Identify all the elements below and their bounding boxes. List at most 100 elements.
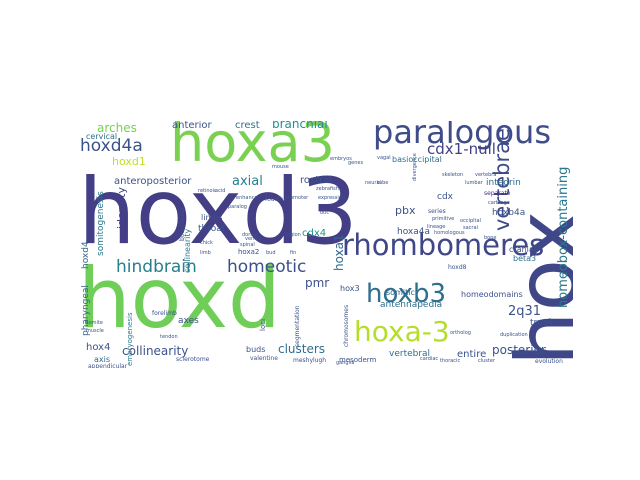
word-homeodomains: homeodomains — [461, 290, 523, 299]
word-cdx4: cdx4 — [302, 228, 327, 239]
word-bud: bud — [266, 250, 276, 256]
word-mesoderm: mesoderm — [339, 356, 377, 364]
word-acid: acid — [215, 188, 226, 194]
word-fin: fin — [290, 250, 297, 256]
word-hoxa4a: hoxa4a — [397, 227, 431, 237]
word-arches: arches — [97, 121, 137, 135]
word-primitive: primitive — [432, 216, 455, 222]
word-hoxa-3: hoxa-3 — [354, 315, 450, 348]
word-anterior: anterior — [172, 121, 212, 131]
word-antennapedia: antennapedia — [380, 300, 443, 310]
word-clusters: clusters — [278, 342, 326, 356]
word-hox4: hox4 — [86, 342, 111, 353]
word-zebrafish: zebrafish — [316, 186, 339, 192]
word-appendicular: appendicular — [88, 363, 128, 369]
word-rhombomeres: rhombomeres — [342, 228, 545, 262]
word-vagal: vagal — [377, 155, 391, 161]
word-evolution: evolution — [535, 358, 563, 365]
word-ventral: ventral — [245, 236, 263, 242]
word-pmr: pmr — [305, 276, 330, 290]
word-series: series — [428, 208, 446, 215]
word-chromosomes: chromosomes — [343, 304, 350, 347]
word-meshylugh: meshylugh — [293, 357, 327, 364]
word-limb: limb — [200, 250, 211, 256]
word-cdx: cdx — [437, 192, 453, 202]
word-cervical: cervical — [86, 132, 118, 141]
word-hoxb3: hoxb3 — [366, 279, 447, 309]
word-homeotic: homeotic — [227, 257, 307, 277]
word-chick: chick — [200, 240, 213, 246]
word-collinearity: collinearity — [122, 344, 189, 358]
word-trunk: trunk — [530, 318, 554, 328]
word-cluster: cluster — [478, 358, 496, 364]
word-throat: throat — [198, 224, 226, 234]
word-branchial: branchial — [272, 121, 328, 131]
word-homologous: homologous — [434, 230, 465, 236]
word-valentine: valentine — [250, 355, 278, 362]
word-cranial: cranial — [509, 245, 537, 254]
word-sacral: sacral — [463, 225, 478, 231]
word-axes: axes — [178, 316, 199, 326]
word-hoxa1: hoxa1 — [332, 234, 346, 271]
word-2q31: 2q31 — [508, 304, 542, 319]
word-otic: otic — [320, 210, 330, 216]
word-separate: separate — [484, 190, 511, 197]
word-vertebra: vertebra — [475, 172, 497, 178]
word-loci: loci — [259, 318, 267, 331]
word-embryogenesis: embryogenesis — [126, 312, 134, 366]
word-embryos: embryos — [330, 156, 352, 162]
word-entire: entire — [457, 349, 487, 360]
word-thoracic: thoracic — [440, 358, 461, 364]
word-skeleton: skeleton — [442, 172, 464, 178]
word-occipital: occipital — [460, 218, 481, 224]
word-paralogous: paralogous — [373, 121, 551, 151]
word-promoter: promoter — [285, 195, 309, 201]
word-tendon: tendon — [160, 334, 178, 340]
word-segmentation: segmentation — [294, 305, 301, 348]
word-fourth: fourth — [265, 196, 284, 203]
word-limbs: limbs — [201, 213, 223, 222]
word-neural: neural — [365, 180, 381, 186]
word-somite: somite — [86, 320, 103, 326]
word-somitogenesis: somitogenesis — [96, 191, 106, 256]
word-homeobox-containing: homeobox-containing — [556, 166, 571, 308]
word-muscle: muscle — [86, 328, 104, 334]
word-cdx1-null: cdx1-null — [427, 140, 496, 158]
word-region: region — [285, 232, 301, 238]
word-sclerotome: sclerotome — [176, 356, 210, 363]
word-identity: identity — [115, 187, 128, 229]
word-basioccipital: basioccipital — [392, 155, 442, 164]
word-genes: genes — [348, 160, 364, 166]
word-hoxb4a: hoxb4a — [492, 208, 526, 218]
word-lumbar: lumbar — [465, 180, 483, 186]
word-hoxa2: hoxa2 — [238, 248, 260, 256]
word-dorsal: dorsal — [242, 232, 258, 238]
word-integrin: integrin — [486, 178, 521, 188]
word-vertebral: vertebral — [389, 349, 431, 359]
word-hox3: hox3 — [340, 284, 360, 293]
word-hoxd8: hoxd8 — [448, 264, 467, 271]
word-paralog: paralog — [228, 204, 247, 210]
word-forelimb: forelimb — [152, 310, 177, 317]
word-bone: bone — [484, 235, 497, 241]
word-lineage: lineage — [427, 224, 446, 230]
word-crest: crest — [235, 121, 260, 131]
word-axis: axis — [94, 355, 111, 364]
word-tube: tube — [377, 180, 389, 186]
word-pbx: pbx — [395, 204, 416, 217]
word-duplication: duplication — [500, 332, 528, 338]
word-mouse: mouse — [272, 164, 289, 170]
word-anteroposterior: anteroposterior — [114, 176, 192, 187]
word-boundaries: boundaries — [179, 207, 186, 241]
word-expression: expression — [318, 195, 345, 201]
word-beta3: beta3 — [513, 254, 537, 263]
word-hoxd: hoxd — [80, 250, 281, 347]
word-cloud: hoxd3 hoxd hox hoxa3 paralogous rhombome… — [80, 121, 573, 368]
word-buds: buds — [246, 345, 266, 354]
word-divergence: divergence — [412, 153, 418, 181]
word-hindbrain: hindbrain — [116, 257, 197, 277]
word-posterior: posterior — [492, 343, 546, 357]
word-hoxa3: hoxa3 — [170, 121, 336, 174]
word-hoxd3: hoxd3 — [80, 160, 359, 265]
